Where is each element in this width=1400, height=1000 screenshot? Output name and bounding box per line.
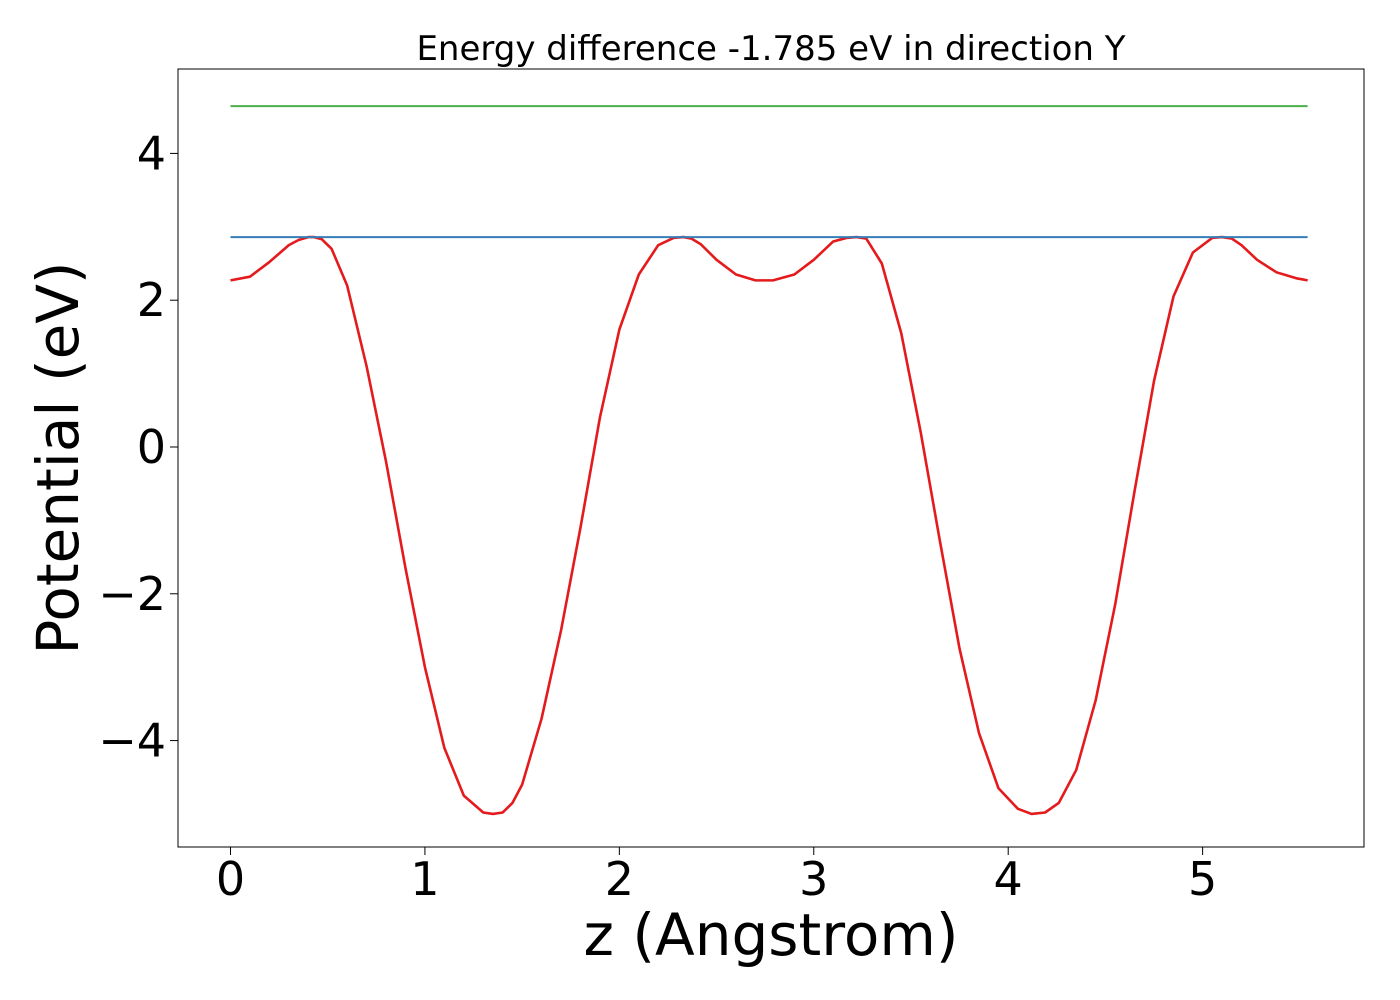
y-tick-label: 2: [137, 273, 166, 327]
x-tick-label: 5: [1188, 852, 1217, 906]
y-tick-label: 0: [137, 420, 166, 474]
y-tick-label: −2: [98, 567, 166, 621]
series-line-0: [230, 235, 1308, 816]
x-tick-label: 3: [799, 852, 828, 906]
y-axis-ticks: −4 −2 0 2 4: [98, 126, 178, 768]
y-tick-label: −4: [98, 714, 166, 768]
x-axis-ticks: 0 1 2 3 4 5: [216, 847, 1217, 906]
x-tick-label: 1: [410, 852, 439, 906]
y-tick-label: 4: [137, 126, 166, 180]
chart-title: Energy difference -1.785 eV in direction…: [416, 29, 1125, 69]
plot-frame: [177, 68, 1365, 848]
x-tick-label: 2: [605, 852, 634, 906]
x-tick-label: 4: [994, 852, 1023, 906]
series-layer: [230, 105, 1308, 816]
x-axis-label: z (Angstrom): [584, 901, 959, 969]
y-axis-label: Potential (eV): [24, 261, 92, 654]
x-tick-label: 0: [216, 852, 245, 906]
